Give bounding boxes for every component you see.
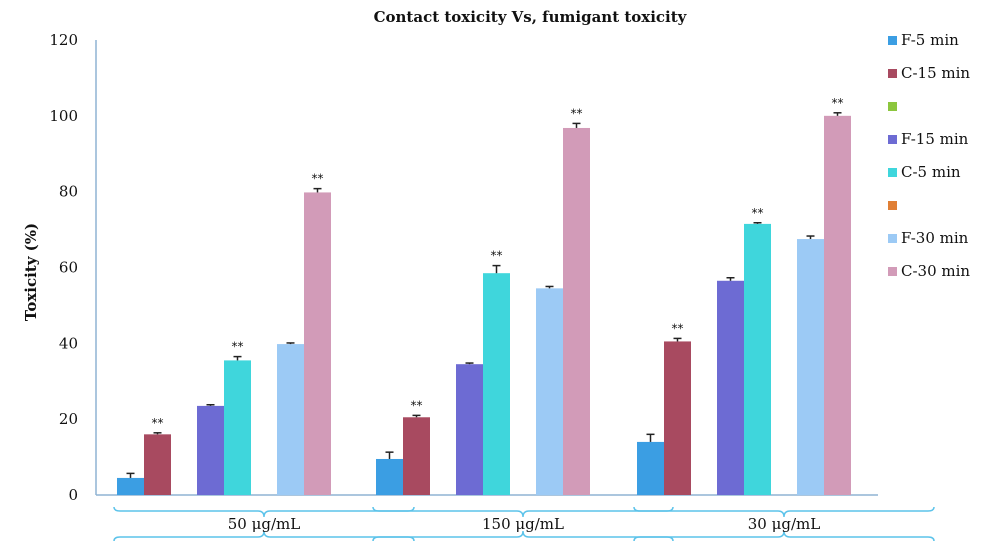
bar bbox=[637, 441, 664, 495]
y-tick-label: 120 bbox=[49, 31, 78, 49]
chart-title: Contact toxicity Vs, fumigant toxicity bbox=[374, 8, 688, 26]
legend: F-5 min C-15 min F-15 min C-5 min F-30 min C-… bbox=[888, 31, 970, 280]
bar bbox=[224, 360, 251, 495]
y-tick-label: 20 bbox=[59, 410, 78, 428]
significance-label: ** bbox=[491, 249, 503, 263]
legend-swatch bbox=[888, 135, 897, 144]
bar bbox=[744, 223, 771, 496]
legend-label: F-5 min bbox=[901, 31, 959, 49]
bar bbox=[483, 273, 510, 495]
significance-label: ** bbox=[832, 96, 844, 110]
legend-swatch bbox=[888, 234, 897, 243]
bar bbox=[277, 344, 304, 495]
legend-swatch bbox=[888, 69, 897, 78]
legend-label: C-5 min bbox=[901, 163, 961, 181]
category-brace bbox=[633, 530, 935, 542]
category-brace bbox=[633, 506, 935, 518]
bar bbox=[403, 417, 430, 495]
significance-label: ** bbox=[232, 340, 244, 354]
legend-swatch bbox=[888, 102, 897, 111]
legend-swatch bbox=[888, 201, 897, 210]
y-axis-title: Toxicity (%) bbox=[22, 223, 40, 321]
y-tick-label: 40 bbox=[59, 334, 78, 352]
legend-label: C-30 min bbox=[901, 262, 970, 280]
y-tick-label: 100 bbox=[49, 107, 78, 125]
bar bbox=[824, 115, 851, 495]
legend-label: C-15 min bbox=[901, 64, 970, 82]
category-label: 50 μg/mL bbox=[228, 515, 300, 533]
bar bbox=[376, 458, 403, 495]
legend-label: F-15 min bbox=[901, 130, 969, 148]
significance-label: ** bbox=[152, 416, 164, 430]
significance-label: ** bbox=[672, 321, 684, 335]
bar bbox=[117, 477, 144, 495]
bar bbox=[304, 192, 331, 496]
y-tick-label: 0 bbox=[68, 486, 78, 504]
category-label: 30 μg/mL bbox=[748, 515, 820, 533]
bar bbox=[536, 288, 563, 495]
bar bbox=[664, 341, 691, 495]
category-label: 150 μg/mL bbox=[482, 515, 564, 533]
legend-swatch bbox=[888, 168, 897, 177]
legend-swatch bbox=[888, 267, 897, 276]
legend-label: F-30 min bbox=[901, 229, 969, 247]
significance-label: ** bbox=[752, 206, 764, 220]
significance-label: ** bbox=[411, 398, 423, 412]
bar bbox=[456, 364, 483, 495]
bar bbox=[563, 127, 590, 495]
bar bbox=[797, 239, 824, 495]
bar bbox=[144, 434, 171, 495]
bar bbox=[197, 405, 224, 495]
significance-label: ** bbox=[312, 172, 324, 186]
significance-label: ** bbox=[571, 106, 583, 120]
y-tick-label: 60 bbox=[59, 259, 78, 277]
plot-area: 0 20 40 60 80 100 120 ** ** ** 50 μg/mL ** ** ** 150 μ… bbox=[49, 31, 935, 542]
y-tick-label: 80 bbox=[59, 183, 78, 201]
bar bbox=[717, 280, 744, 495]
legend-swatch bbox=[888, 36, 897, 45]
